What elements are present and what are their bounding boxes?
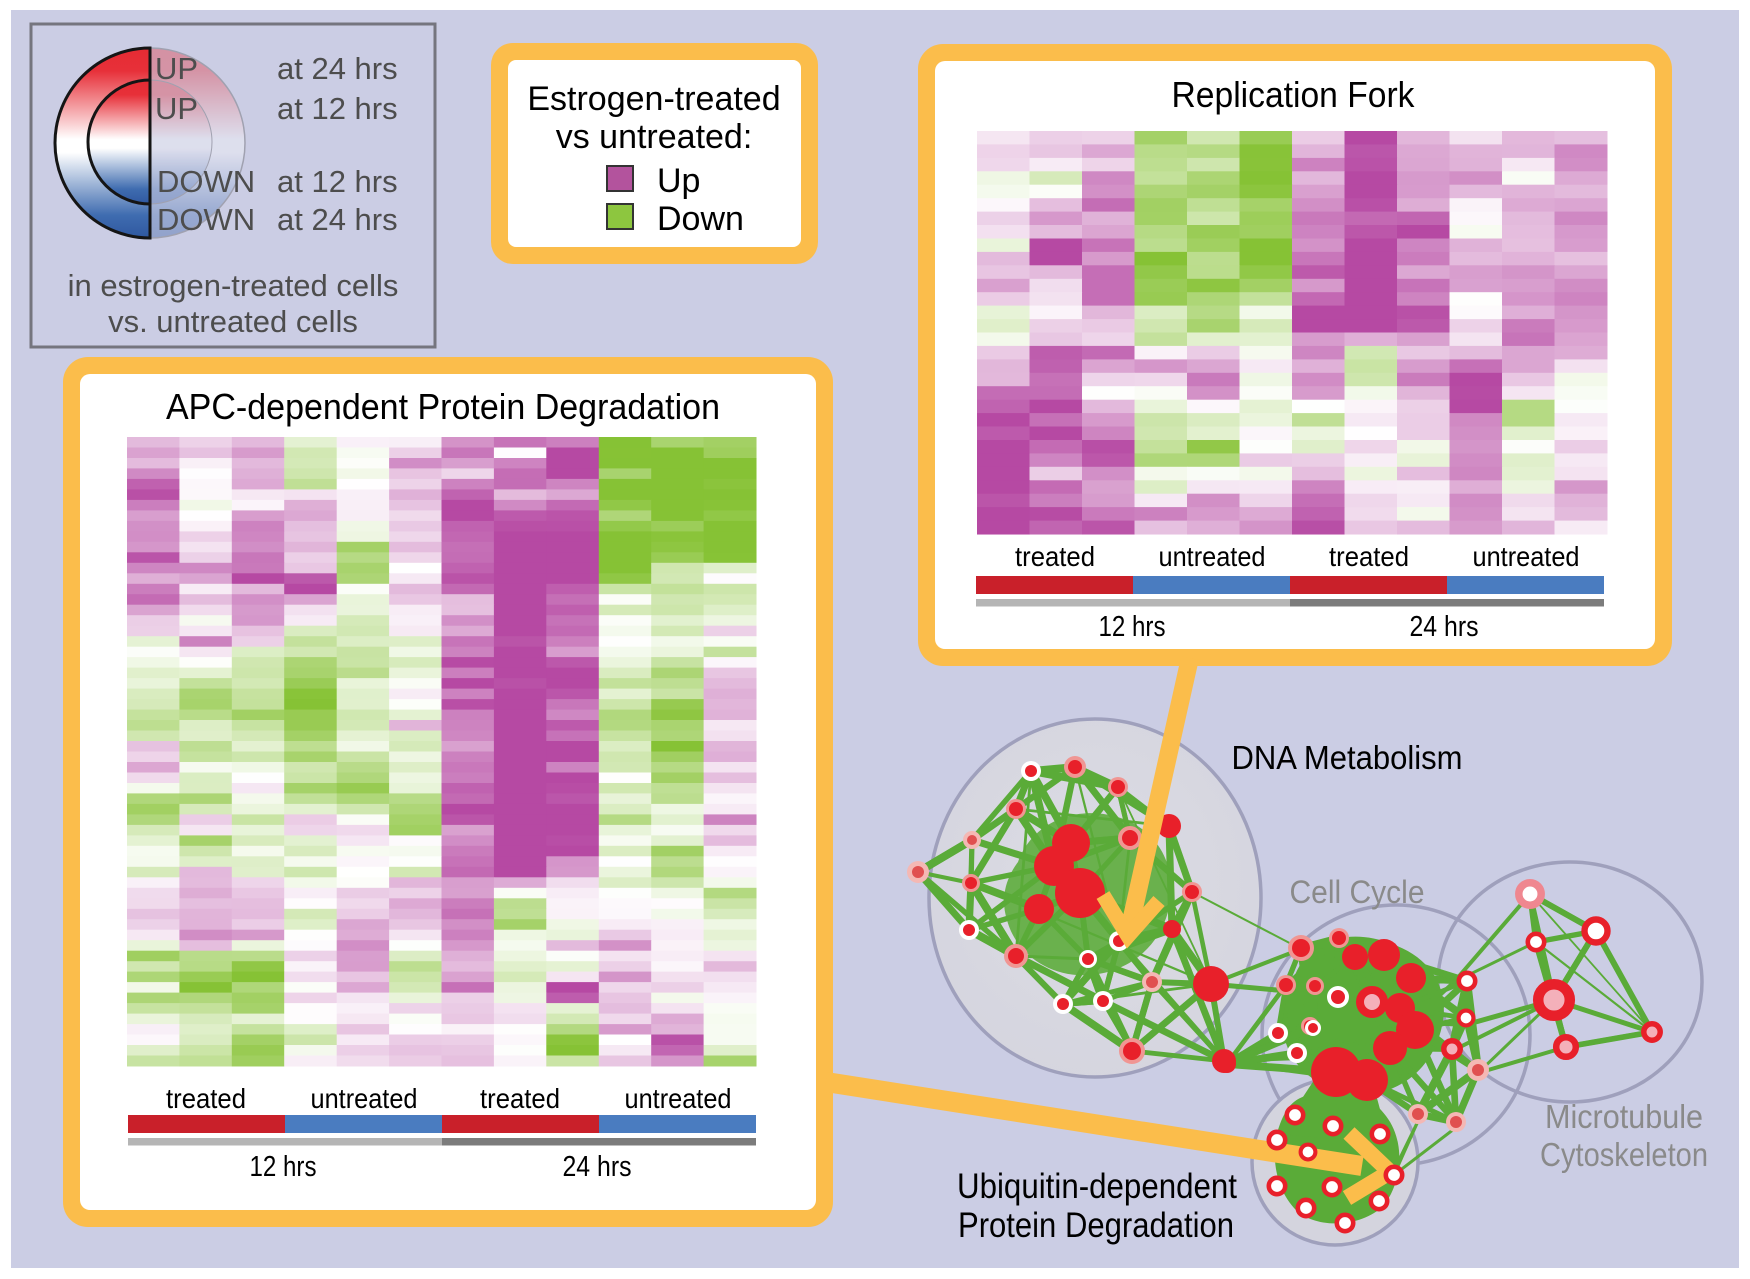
svg-text:DNA Metabolism: DNA Metabolism — [1232, 739, 1463, 776]
svg-text:vs. untreated cells: vs. untreated cells — [108, 304, 358, 339]
svg-text:Up: Up — [657, 162, 700, 200]
svg-text:12 hrs: 12 hrs — [1099, 611, 1166, 643]
svg-text:UP: UP — [155, 51, 198, 86]
svg-text:Estrogen-treated: Estrogen-treated — [527, 80, 780, 118]
svg-text:untreated: untreated — [1159, 541, 1266, 572]
svg-text:UP: UP — [155, 91, 198, 126]
svg-text:Protein Degradation: Protein Degradation — [958, 1206, 1234, 1245]
svg-text:24 hrs: 24 hrs — [1410, 611, 1479, 643]
svg-text:DOWN: DOWN — [157, 202, 255, 237]
svg-text:at 12 hrs: at 12 hrs — [277, 164, 398, 199]
svg-text:Down: Down — [657, 200, 744, 238]
svg-text:DOWN: DOWN — [157, 164, 255, 199]
svg-text:at 24 hrs: at 24 hrs — [277, 51, 398, 86]
svg-text:24 hrs: 24 hrs — [563, 1151, 632, 1183]
svg-text:Microtubule: Microtubule — [1545, 1099, 1703, 1136]
svg-text:treated: treated — [1329, 541, 1409, 572]
svg-text:in estrogen-treated cells: in estrogen-treated cells — [68, 268, 399, 303]
svg-text:12 hrs: 12 hrs — [250, 1151, 317, 1183]
svg-text:untreated: untreated — [625, 1083, 732, 1114]
svg-text:Cell Cycle: Cell Cycle — [1290, 874, 1425, 910]
svg-text:at 24 hrs: at 24 hrs — [277, 202, 398, 237]
svg-text:treated: treated — [480, 1083, 560, 1114]
svg-text:at 12 hrs: at 12 hrs — [277, 91, 398, 126]
svg-text:vs untreated:: vs untreated: — [556, 118, 753, 156]
svg-text:Ubiquitin-dependent: Ubiquitin-dependent — [957, 1167, 1237, 1206]
svg-text:untreated: untreated — [1473, 541, 1580, 572]
svg-text:Replication Fork: Replication Fork — [1172, 74, 1416, 115]
svg-text:Cytoskeleton: Cytoskeleton — [1540, 1137, 1708, 1174]
svg-text:treated: treated — [1015, 541, 1095, 572]
svg-text:untreated: untreated — [311, 1083, 418, 1114]
svg-text:APC-dependent Protein Degradat: APC-dependent Protein Degradation — [166, 386, 720, 427]
svg-text:treated: treated — [166, 1083, 246, 1114]
